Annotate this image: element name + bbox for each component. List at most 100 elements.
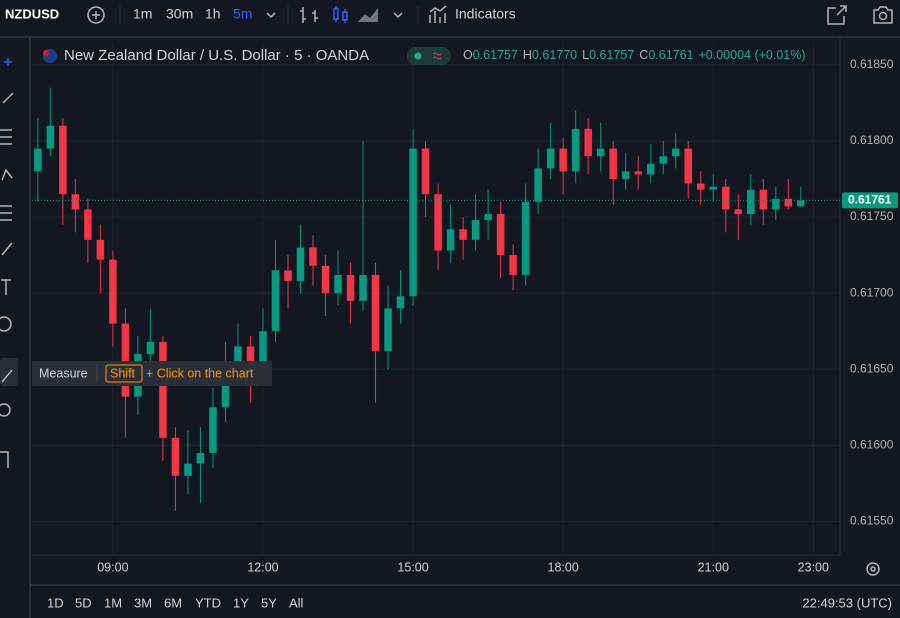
ohlc-key: C <box>639 48 648 62</box>
camera-lens <box>878 11 888 21</box>
range-button[interactable]: 3M <box>134 595 152 610</box>
price-tick-label: 0.61800 <box>850 133 894 147</box>
ohlc-key: O <box>463 48 473 62</box>
settings-gear[interactable] <box>866 562 880 576</box>
ohlc-key: H <box>523 48 532 62</box>
range-button[interactable]: All <box>289 595 304 610</box>
candle-body <box>596 148 605 157</box>
area-style-icon[interactable] <box>358 8 378 22</box>
time-tick-label: 18:00 <box>548 560 579 574</box>
candle-body <box>346 274 355 301</box>
candle-body <box>371 274 380 352</box>
candle-body <box>271 270 280 332</box>
interval-button[interactable]: 1h <box>205 6 221 22</box>
indicators-button[interactable]: Indicators <box>455 6 516 22</box>
ohlc-value: 0.61757 <box>473 48 518 62</box>
time-tick-label: 15:00 <box>397 560 428 574</box>
candle-body <box>121 323 130 397</box>
candle-body <box>709 186 718 190</box>
crosshair-tool[interactable] <box>4 58 12 66</box>
candle-body <box>534 168 542 202</box>
status-wave <box>432 52 442 60</box>
candle-body <box>584 128 592 157</box>
camera[interactable] <box>873 6 893 24</box>
candle-body <box>571 128 580 172</box>
interval-menu[interactable] <box>266 12 276 19</box>
interval-button[interactable]: 1m <box>133 6 152 22</box>
projection-tool[interactable] <box>0 205 12 221</box>
interval-button[interactable]: 30m <box>166 6 193 22</box>
flag-icon-part <box>43 50 49 56</box>
range-button[interactable]: 5Y <box>261 595 277 610</box>
fib-tool[interactable] <box>0 129 12 145</box>
candle-body <box>421 148 430 195</box>
drawing-tools <box>0 58 18 468</box>
candle-body <box>159 341 167 438</box>
range-button[interactable]: 1D <box>47 595 64 610</box>
candle-body <box>184 463 192 476</box>
magnet-tool[interactable] <box>0 451 9 468</box>
candle-body <box>734 209 743 215</box>
candle-body <box>797 200 805 207</box>
ohlc-values: O0.61757 H0.61770 L0.61757 C0.61761 +0.00004… <box>463 48 806 62</box>
last-price-box <box>842 192 898 209</box>
time-tick-label: 23:00 <box>798 560 829 574</box>
candle-body <box>384 308 392 352</box>
candle-body <box>509 255 517 275</box>
interval-button[interactable]: 5m <box>233 6 252 22</box>
time-tick-label: 21:00 <box>698 560 729 574</box>
price-tick-label: 0.61700 <box>850 285 894 299</box>
candle-body <box>759 189 768 210</box>
candle-body <box>84 209 92 240</box>
candle-body <box>671 148 680 157</box>
candle-body <box>246 346 255 373</box>
candle-body <box>46 125 55 149</box>
time-tick-label: 12:00 <box>247 560 278 574</box>
candle-body <box>484 214 492 221</box>
ohlc-value: 0.61761 <box>648 48 693 62</box>
candle-body <box>309 247 317 266</box>
ohlc-change: +0.00004 (+0.01%) <box>699 48 806 62</box>
candle-body <box>321 265 330 294</box>
snapshot-publish[interactable] <box>827 5 847 25</box>
trendline-tool[interactable] <box>2 92 14 104</box>
candle-body <box>546 148 555 169</box>
symbol[interactable]: NZDUSD <box>5 6 59 21</box>
price-tick-label: 0.61750 <box>850 209 894 223</box>
zoom-tool[interactable] <box>0 403 11 417</box>
range-button[interactable]: 1M <box>104 595 122 610</box>
text-tool[interactable] <box>1 279 11 295</box>
range-button[interactable]: YTD <box>195 595 221 610</box>
candle-body <box>784 198 793 207</box>
candle-body <box>684 148 692 184</box>
candle-body <box>521 201 530 275</box>
style-menu[interactable] <box>393 12 403 19</box>
separator <box>119 6 419 24</box>
range-button[interactable]: 6M <box>164 595 182 610</box>
range-button[interactable]: 1Y <box>233 595 249 610</box>
candle-body <box>434 194 442 251</box>
candle-body <box>747 189 755 215</box>
bar-style-icon[interactable] <box>300 7 318 23</box>
range-button[interactable]: 5D <box>75 595 92 610</box>
candle-body <box>696 183 705 190</box>
time-tick-label: 09:00 <box>97 560 128 574</box>
price-tick-label: 0.61850 <box>850 57 894 71</box>
market-status[interactable] <box>407 47 451 65</box>
candle-body <box>209 407 217 454</box>
ohlc-key: L <box>582 48 589 62</box>
pattern-tool[interactable] <box>1 168 13 181</box>
key-box <box>105 364 143 383</box>
add-symbol-button[interactable] <box>87 6 105 24</box>
candle-body <box>396 296 405 309</box>
indicators-icon[interactable] <box>429 5 447 23</box>
tooltip-hint: + Click on the chart <box>146 366 254 380</box>
candle-body <box>359 274 367 301</box>
legend-title: New Zealand Dollar / U.S. Dollar · 5 · O… <box>64 47 369 64</box>
emoji-tool[interactable] <box>0 316 12 332</box>
price-tick-label: 0.61650 <box>850 361 894 375</box>
brush-tool[interactable] <box>1 242 13 256</box>
candle-style-icon[interactable] <box>333 6 348 23</box>
